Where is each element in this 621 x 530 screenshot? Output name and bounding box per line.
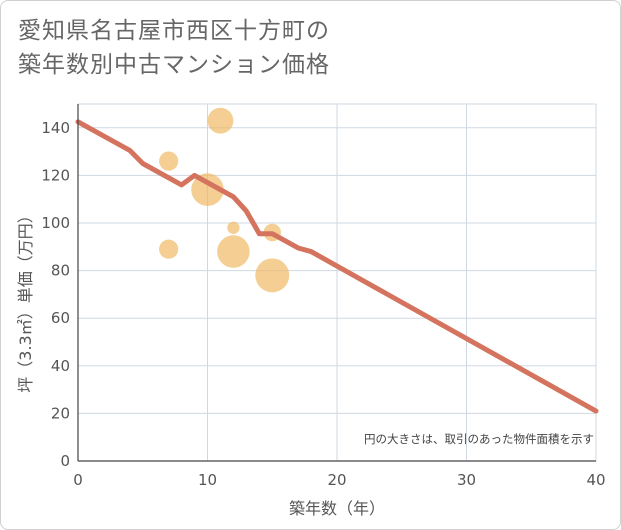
x-tick-label: 40 [586,471,605,489]
bubble-point [159,239,179,259]
tick-layer: 0 10 20 30 40 0 20 40 60 80 100 120 140 [41,119,605,489]
chart-title: 愛知県名古屋市西区十方町の 築年数別中古マンション価格 [18,14,330,82]
x-axis-title: 築年数（年） [289,499,385,518]
bubble-point [191,173,224,206]
y-tick-label: 60 [51,309,70,327]
bubble-point [227,221,240,234]
y-tick-label: 120 [41,166,70,184]
x-tick-label: 10 [198,471,217,489]
bubble-point [207,107,234,134]
y-tick-label: 140 [41,119,70,137]
bubble-point [255,258,290,293]
y-tick-label: 20 [51,404,70,422]
chart-note: 円の大きさは、取引のあった物件面積を示す [364,432,594,446]
x-tick-label: 30 [457,471,476,489]
chart-title-line-1: 愛知県名古屋市西区十方町の [18,18,330,44]
trend-line [75,119,599,414]
bubble-layer [159,107,290,293]
bubble-point [217,235,250,268]
x-tick-label: 20 [327,471,346,489]
y-tick-label: 100 [41,214,70,232]
axis-layer [77,104,596,462]
y-axis-title: 坪（3.3㎡）単価（万円） [16,207,35,392]
bubble-point [159,151,179,171]
x-tick-label: 0 [73,471,83,489]
y-tick-label: 0 [60,452,70,470]
grid-layer [77,103,597,462]
chart-title-line-2: 築年数別中古マンション価格 [18,52,330,78]
trend-layer [75,119,599,414]
y-tick-label: 40 [51,357,70,375]
y-tick-label: 80 [51,262,70,280]
